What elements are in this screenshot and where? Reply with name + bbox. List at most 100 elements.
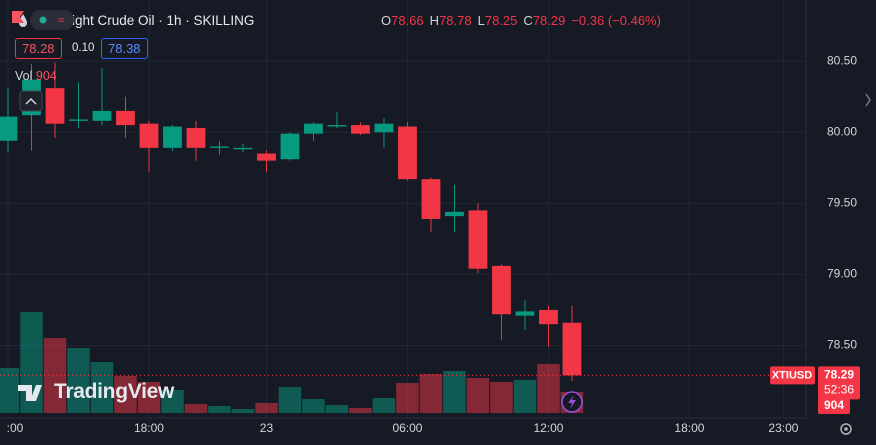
candle-body (92, 110, 112, 121)
bid-price[interactable]: 78.28 (15, 37, 62, 59)
ohlc-key: O (381, 13, 392, 28)
symbol-label: XTIUSD (772, 369, 812, 381)
volume-bar (513, 379, 537, 413)
x-tick-label: :00 (7, 421, 24, 435)
candles (0, 62, 582, 382)
volume-bar (302, 398, 325, 413)
candle-body (468, 210, 488, 269)
x-tick-label: 23 (260, 421, 274, 435)
logo-text: TradingView (54, 380, 175, 403)
spread-value: 0.10 (72, 42, 95, 54)
candle-body (0, 116, 18, 141)
volume-bar (161, 389, 184, 413)
volume-bars (0, 311, 584, 413)
ohlc-legend: O 78.66 H 78.78 L 78.25 C 78.29 −0.36 (−0.46%) (381, 13, 667, 28)
candle-body (186, 127, 206, 148)
volume-bar (43, 337, 67, 413)
drop-icon (19, 14, 27, 27)
ohlc-key: C (523, 13, 533, 28)
price-box (818, 366, 860, 400)
scroll-arrow[interactable] (865, 93, 871, 107)
candle-body (374, 123, 394, 133)
ohlc-key: L (477, 13, 485, 28)
candle-body (139, 123, 159, 148)
chart-title: WTI Light Crude Oil · 1h · SKILLING (36, 12, 255, 28)
volume-bar (114, 375, 137, 413)
volume-label: Vol (15, 69, 33, 83)
ask-price[interactable]: 78.38 (101, 37, 148, 59)
candle-body (515, 311, 535, 316)
spread: 0.10 (72, 37, 94, 59)
volume-bar (466, 377, 490, 413)
logo-icon (18, 385, 42, 401)
candle-body (69, 119, 88, 121)
x-tick-label: 06:00 (392, 421, 422, 435)
countdown-label: 52:36 (824, 383, 854, 397)
candle-body (233, 147, 253, 150)
candle-body (492, 265, 511, 315)
y-tick-label: 79.50 (827, 195, 857, 209)
settings-icon[interactable] (840, 423, 852, 435)
y-tick-label: 79.00 (827, 267, 857, 281)
volume-bar (490, 381, 513, 413)
candle-body (421, 179, 441, 219)
flag-icon[interactable] (11, 10, 25, 24)
y-tick-label: 80.00 (827, 124, 857, 138)
status-pill[interactable]: ≈ (30, 10, 74, 30)
ohlc-value: 78.25 (484, 13, 518, 28)
volume-bar (90, 361, 114, 413)
volume-bar (0, 367, 20, 413)
volume-bar (325, 404, 349, 413)
candle-body (163, 126, 182, 148)
grid (0, 0, 806, 418)
x-tick-label: 12:00 (533, 421, 563, 435)
y-tick-label: 80.50 (827, 53, 857, 67)
collapse-button[interactable] (19, 90, 43, 112)
volume-bar (137, 381, 161, 413)
y-tick-label: 78.50 (827, 338, 857, 352)
candle-body (257, 153, 276, 161)
ask: 78.38 (101, 37, 148, 59)
candle-body (280, 133, 300, 160)
volume-bar (231, 408, 255, 413)
candle-body (351, 125, 370, 134)
x-tick-label: 23:00 (768, 421, 798, 435)
svg-text:≈: ≈ (58, 13, 65, 27)
candle-body (445, 211, 464, 217)
alert-glyph (568, 395, 576, 409)
last-price-label: 78.29 (824, 368, 854, 382)
candle-body (398, 126, 417, 180)
logo: TradingView (18, 380, 174, 404)
candle-body (45, 88, 65, 124)
volume-value: 904 (35, 69, 57, 83)
candle-body (539, 309, 558, 325)
bid: 78.28 (15, 37, 62, 59)
volume-bar (208, 405, 231, 413)
candle-body (116, 110, 135, 126)
volume-bar (443, 370, 466, 413)
header: WTI Light Crude Oil · 1h · SKILLING ≈ (0, 10, 254, 30)
volume-bar (67, 347, 90, 413)
change: −0.36 (−0.46%) (571, 13, 661, 28)
volume-bar (372, 397, 396, 413)
candle-body (304, 123, 323, 134)
volume-bar (396, 382, 419, 413)
last-volume-label: 904 (824, 398, 844, 412)
x-tick-label: 18:00 (134, 421, 164, 435)
candle-body (327, 125, 347, 127)
volume-legend: Vol 904 (15, 69, 57, 83)
x-tick-label: 18:00 (674, 421, 704, 435)
volume-bar (184, 403, 208, 413)
candle-body (562, 322, 582, 376)
ohlc-value: 78.78 (439, 13, 472, 28)
volume-bar (349, 407, 372, 413)
candle-body (210, 146, 229, 148)
volume-bar (278, 386, 302, 413)
symbol-box (770, 366, 815, 385)
volume-box (818, 397, 850, 414)
ohlc-value: 78.29 (532, 13, 566, 28)
volume-bar (419, 373, 443, 413)
